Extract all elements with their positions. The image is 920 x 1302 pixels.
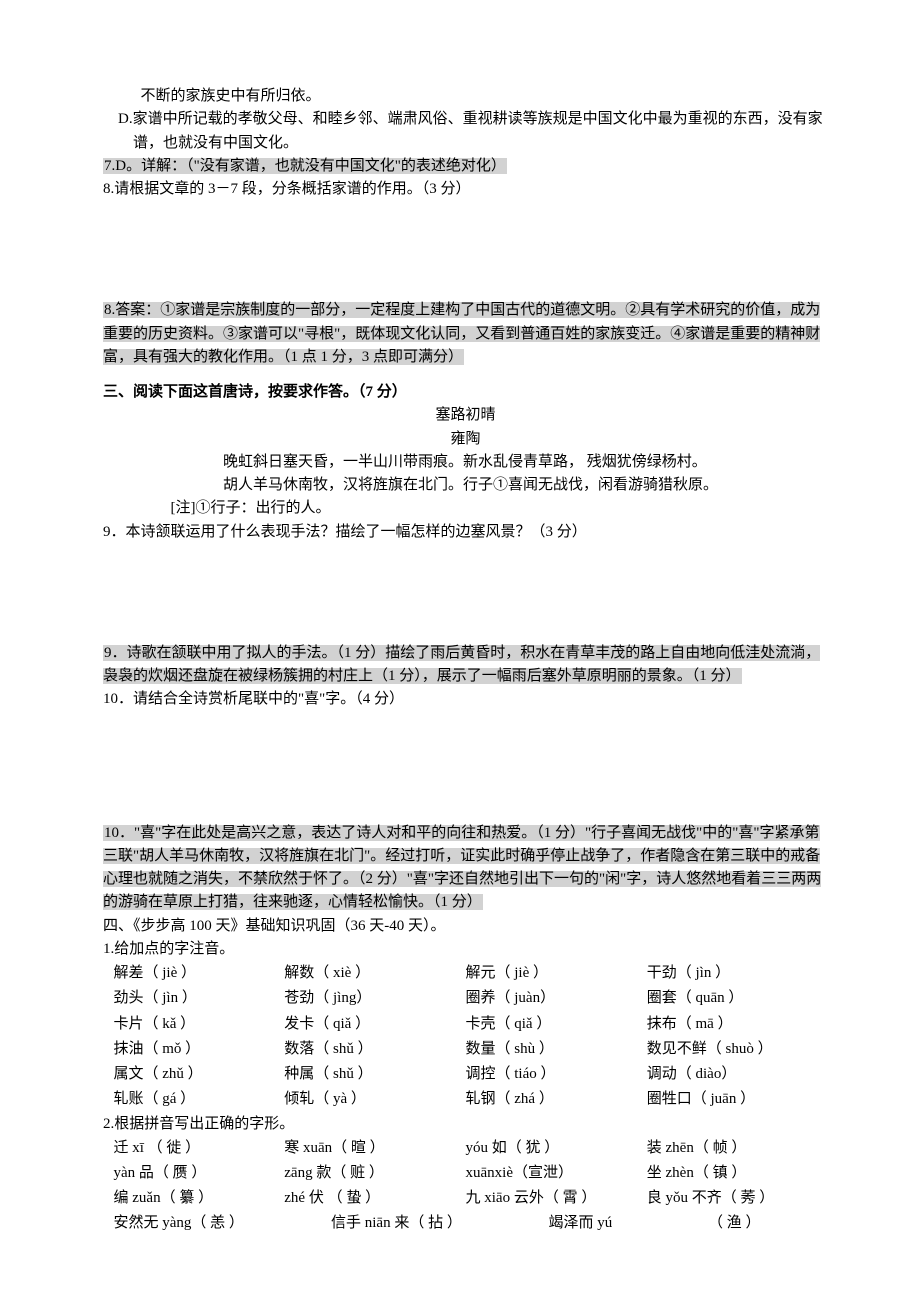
- vocab-cell: 调动（ diào）: [647, 1062, 828, 1087]
- table-row: 卡片（ kǎ ）发卡（ qiǎ ）卡壳（ qiǎ ）抹布（ mā ）: [103, 1012, 828, 1037]
- vocab-cell: 解元（ jiè ）: [466, 961, 647, 986]
- vocab-cell: 数量（ shù ）: [466, 1037, 647, 1062]
- vocab-cell: 倾轧（ yà ）: [284, 1087, 465, 1112]
- vocab-cell: xuānxiè（宣泄）: [466, 1161, 647, 1186]
- poem-title: 塞路初晴: [103, 404, 828, 427]
- answer-10: 10．"喜"字在此处是高兴之意，表达了诗人对和平的向往和热爱。（1 分）"行子喜…: [103, 822, 828, 915]
- vocab-cell: yóu 如（ 犹 ）: [466, 1136, 647, 1161]
- vocab-cell: 良 yǒu 不齐（ 莠 ）: [647, 1186, 828, 1211]
- vocab-cell: 九 xiāo 云外（ 霄 ）: [466, 1186, 647, 1211]
- table-row: 属文（ zhǔ ）种属（ shǔ ）调控（ tiáo ）调动（ diào）: [103, 1062, 828, 1087]
- question-8: 8.请根据文章的 3－7 段，分条概括家谱的作用。（3 分）: [103, 178, 828, 201]
- question-9: 9．本诗颔联运用了什么表现手法？描绘了一幅怎样的边塞风景？（3 分）: [103, 521, 828, 544]
- answer-9-highlight: 9．诗歌在颔联中用了拟人的手法。（1 分）描绘了雨后黄昏时，积水在青草丰茂的路上…: [103, 645, 820, 684]
- vocab-cell: 数落（ shǔ ）: [284, 1037, 465, 1062]
- vocab-cell: zāng 款（ 赃 ）: [284, 1161, 465, 1186]
- answer-9: 9．诗歌在颔联中用了拟人的手法。（1 分）描绘了雨后黄昏时，积水在青草丰茂的路上…: [103, 642, 828, 689]
- blank-space: [103, 201, 828, 299]
- vocab-cell: 圈牲口（ juān ）: [647, 1087, 828, 1112]
- poem-line-1: 晚虹斜日塞天昏，一半山川带雨痕。新水乱侵青草路， 残烟犹傍绿杨村。: [103, 451, 828, 474]
- vocab-cell: 寒 xuān（ 暄 ）: [284, 1136, 465, 1161]
- question-10: 10．请结合全诗赏析尾联中的"喜"字。（4 分）: [103, 688, 828, 711]
- vocab-cell: 轧钢（ zhá ）: [466, 1087, 647, 1112]
- vocab-cell: 数见不鲜（ shuò ）: [647, 1037, 828, 1062]
- table-row: 迁 xī （ 徙 ）寒 xuān（ 暄 ）yóu 如（ 犹 ）装 zhēn（ 帧…: [103, 1136, 828, 1161]
- answer-10-highlight: 10．"喜"字在此处是高兴之意，表达了诗人对和平的向往和热爱。（1 分）"行子喜…: [103, 825, 821, 911]
- option-d: D.家谱中所记载的孝敬父母、和睦乡邻、端肃风俗、重视耕读等族规是中国文化中最为重…: [118, 108, 828, 155]
- sub-heading-2: 2.根据拼音写出正确的字形。: [103, 1113, 828, 1136]
- vocab-cell: 劲头（ jìn ）: [103, 986, 284, 1011]
- answer-8: 8.答案：①家谱是宗族制度的一部分，一定程度上建构了中国古代的道德文明。②具有学…: [103, 299, 828, 369]
- vocab-cell: 编 zuǎn（ 纂 ）: [103, 1186, 284, 1211]
- table-row: 编 zuǎn（ 纂 ）zhé 伏 （ 蛰 ）九 xiāo 云外（ 霄 ）良 yǒ…: [103, 1186, 828, 1211]
- continuation-text: 不断的家族史中有所归依。: [103, 85, 828, 108]
- vocab-cell: （ 渔 ）: [708, 1212, 761, 1235]
- vocab-cell: 竭泽而 yú: [549, 1212, 709, 1235]
- table-row: 解差（ jiè ）解数（ xiè ）解元（ jiè ）干劲（ jìn ）: [103, 961, 828, 986]
- vocab-cell: 抹布（ mā ）: [647, 1012, 828, 1037]
- table-row: 劲头（ jìn ）苍劲（ jìng）圈养（ juàn）圈套（ quān ）: [103, 986, 828, 1011]
- vocab-cell: 属文（ zhǔ ）: [103, 1062, 284, 1087]
- poem-author: 雍陶: [103, 428, 828, 451]
- poem-line-2: 胡人羊马休南牧，汉将旌旗在北门。行子①喜闻无战伐，闲看游骑猎秋原。: [103, 474, 828, 497]
- section-3-heading: 三、阅读下面这首唐诗，按要求作答。（7 分）: [103, 381, 828, 404]
- vocab-cell: zhé 伏 （ 蛰 ）: [284, 1186, 465, 1211]
- vocab-cell: 干劲（ jìn ）: [647, 961, 828, 986]
- vocab-cell: 解差（ jiè ）: [103, 961, 284, 986]
- vocab-cell: yàn 品（ 赝 ）: [103, 1161, 284, 1186]
- spacer: [103, 369, 828, 381]
- table-row: 抹油（ mǒ ）数落（ shǔ ）数量（ shù ）数见不鲜（ shuò ）: [103, 1037, 828, 1062]
- vocab-cell: 卡壳（ qiǎ ）: [466, 1012, 647, 1037]
- pinyin-table: 解差（ jiè ）解数（ xiè ）解元（ jiè ）干劲（ jìn ）劲头（ …: [103, 961, 828, 1113]
- table-row: yàn 品（ 赝 ）zāng 款（ 赃 ）xuānxiè（宣泄）坐 zhèn（ …: [103, 1161, 828, 1186]
- blank-space: [103, 712, 828, 822]
- vocab-cell: 信手 niān 来（ 拈 ）: [331, 1212, 549, 1235]
- answer-8-highlight: 8.答案：①家谱是宗族制度的一部分，一定程度上建构了中国古代的道德文明。②具有学…: [103, 302, 820, 365]
- vocab-cell: 调控（ tiáo ）: [466, 1062, 647, 1087]
- vocab-cell: 苍劲（ jìng）: [284, 986, 465, 1011]
- vocab-cell: 迁 xī （ 徙 ）: [103, 1136, 284, 1161]
- section-4-heading: 四、《步步高 100 天》基础知识巩固（36 天-40 天）。: [103, 915, 828, 938]
- vocab-cell: 圈养（ juàn）: [466, 986, 647, 1011]
- answer-7-highlight: 7.D。详解：（"没有家谱，也就没有中国文化"的表述绝对化）: [103, 158, 507, 174]
- vocab-cell: 坐 zhèn（ 镇 ）: [647, 1161, 828, 1186]
- vocab-cell: 发卡（ qiǎ ）: [284, 1012, 465, 1037]
- vocab-cell: 轧账（ gá ）: [103, 1087, 284, 1112]
- poem-note: [注]①行子：出行的人。: [103, 497, 828, 520]
- table-row: 轧账（ gá ）倾轧（ yà ）轧钢（ zhá ）圈牲口（ juān ）: [103, 1087, 828, 1112]
- last-row: 安然无 yàng（ 恙 ） 信手 niān 来（ 拈 ） 竭泽而 yú （ 渔 …: [103, 1212, 828, 1235]
- vocab-cell: 装 zhēn（ 帧 ）: [647, 1136, 828, 1161]
- vocab-cell: 安然无 yàng（ 恙 ）: [103, 1212, 331, 1235]
- character-table: 迁 xī （ 徙 ）寒 xuān（ 暄 ）yóu 如（ 犹 ）装 zhēn（ 帧…: [103, 1136, 828, 1212]
- vocab-cell: 卡片（ kǎ ）: [103, 1012, 284, 1037]
- sub-heading-1: 1.给加点的字注音。: [103, 938, 828, 961]
- vocab-cell: 抹油（ mǒ ）: [103, 1037, 284, 1062]
- vocab-cell: 解数（ xiè ）: [284, 961, 465, 986]
- blank-space: [103, 544, 828, 642]
- vocab-cell: 圈套（ quān ）: [647, 986, 828, 1011]
- document-page: 不断的家族史中有所归依。 D.家谱中所记载的孝敬父母、和睦乡邻、端肃风俗、重视耕…: [0, 0, 920, 1302]
- answer-7: 7.D。详解：（"没有家谱，也就没有中国文化"的表述绝对化）: [103, 155, 828, 178]
- vocab-cell: 种属（ shǔ ）: [284, 1062, 465, 1087]
